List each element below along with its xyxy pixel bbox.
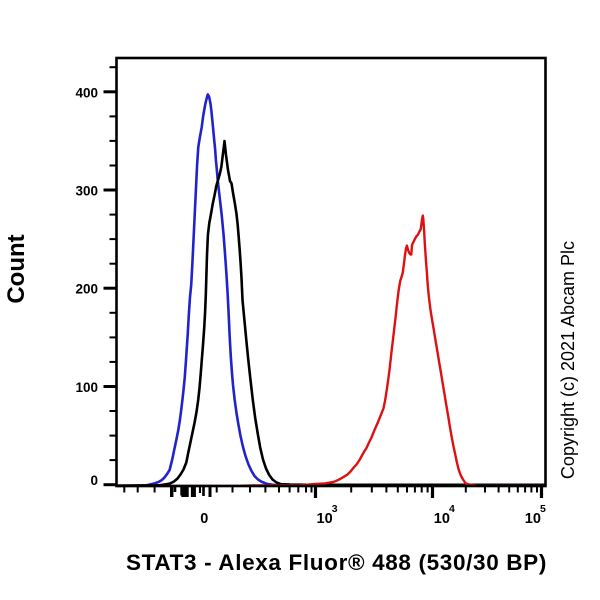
svg-text:Count: Count xyxy=(3,234,30,303)
svg-text:200: 200 xyxy=(75,282,98,297)
svg-text:0: 0 xyxy=(90,473,98,488)
svg-text:5: 5 xyxy=(540,503,546,515)
svg-text:0: 0 xyxy=(200,511,208,527)
svg-text:10: 10 xyxy=(434,511,450,527)
svg-text:400: 400 xyxy=(75,85,98,100)
svg-text:10: 10 xyxy=(317,511,333,527)
svg-text:100: 100 xyxy=(75,380,98,395)
svg-text:Copyright (c) 2021 Abcam Plc: Copyright (c) 2021 Abcam Plc xyxy=(558,241,578,479)
svg-text:4: 4 xyxy=(449,503,455,515)
svg-text:10: 10 xyxy=(525,511,541,527)
svg-text:300: 300 xyxy=(75,184,98,199)
svg-text:STAT3 - Alexa Fluor® 488 (530/: STAT3 - Alexa Fluor® 488 (530/30 BP) xyxy=(126,550,547,575)
svg-text:3: 3 xyxy=(332,503,338,515)
